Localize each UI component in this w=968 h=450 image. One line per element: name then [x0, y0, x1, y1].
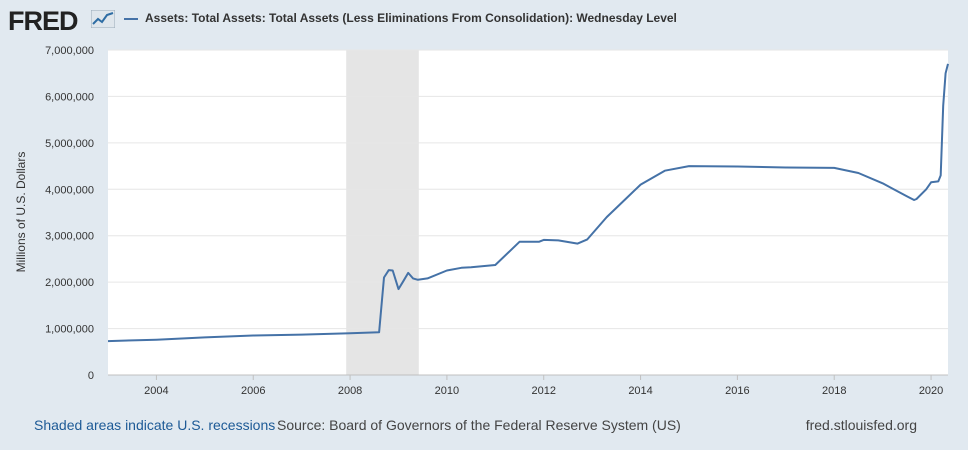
- fred-url: fred.stlouisfed.org: [805, 417, 917, 433]
- recession-note-link[interactable]: Shaded areas indicate U.S. recessions: [34, 417, 276, 433]
- y-tick-label: 3,000,000: [45, 231, 94, 243]
- x-tick-label: 2004: [144, 385, 168, 397]
- y-tick-label: 5,000,000: [45, 138, 94, 150]
- x-tick-label: 2008: [338, 385, 362, 397]
- y-tick-labels: 0 1,000,000 2,000,000 3,000,000 4,000,000 5,0…: [45, 45, 94, 382]
- y-tick-label: 2,000,000: [45, 277, 94, 289]
- x-tick-label: 2010: [435, 385, 459, 397]
- x-tick-labels: 2004 2006 2008 2010 2012 2014 2016 2018 2020: [144, 385, 943, 397]
- x-tick-label: 2020: [919, 385, 943, 397]
- series-layer: [107, 63, 949, 343]
- y-tick-label: 6,000,000: [45, 91, 94, 103]
- x-tick-label: 2006: [241, 385, 265, 397]
- y-tick-label: 7,000,000: [45, 45, 94, 57]
- legend-series-title[interactable]: Assets: Total Assets: Total Assets (Less…: [145, 11, 677, 25]
- x-tick-label: 2018: [822, 385, 846, 397]
- line-graph-icon: [91, 10, 115, 28]
- fred-logo[interactable]: FRED: [8, 6, 78, 36]
- y-tick-label: 4,000,000: [45, 184, 94, 196]
- recession-layer: [346, 50, 419, 375]
- x-tick-label: 2016: [725, 385, 749, 397]
- legend-swatch: [124, 18, 138, 20]
- axis-layer: [108, 374, 948, 380]
- x-tick-label: 2014: [628, 385, 652, 397]
- chart-header: FRED Assets: Total Assets: Total Assets …: [0, 0, 968, 40]
- source-note: Source: Board of Governors of the Federa…: [277, 417, 681, 433]
- grid-layer: [108, 49, 948, 330]
- y-tick-label: 1,000,000: [45, 324, 94, 336]
- y-axis-label: Millions of U.S. Dollars: [14, 151, 28, 273]
- plot-area: [108, 50, 948, 375]
- x-tick-label: 2012: [531, 385, 555, 397]
- recession-band-0: [346, 50, 419, 375]
- series-line-0: [107, 63, 949, 343]
- y-tick-label: 0: [88, 370, 94, 382]
